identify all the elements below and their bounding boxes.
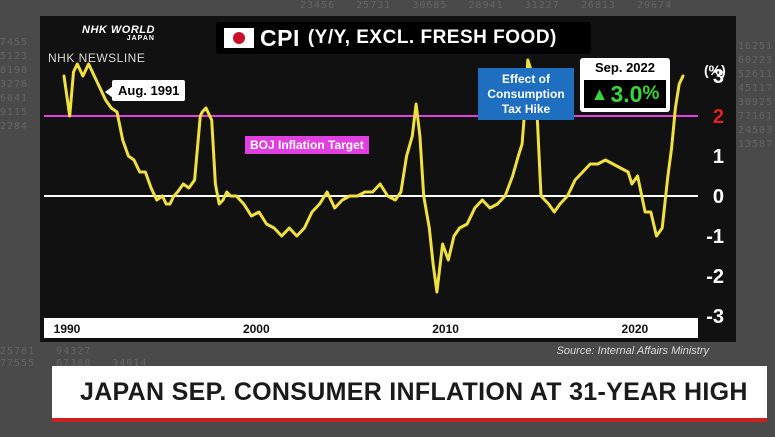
chart-subtitle: (Y/Y, EXCL. FRESH FOOD) (307, 27, 557, 48)
y-tick-label: -2 (706, 266, 724, 288)
y-tick-label: 3 (713, 66, 724, 88)
source-note: Source: Internal Affairs Ministry (556, 345, 709, 357)
sep-2022-callout: Sep. 2022 ▲ 3.0 % (580, 58, 670, 112)
background-ticker-bottom: 25781 94327 77555 67388 34014 (0, 346, 148, 369)
cpi-line-chart: 3 2 1 0 -1 -2 -3 1990 2000 2010 2020 (44, 58, 724, 338)
y-tick-label: -3 (706, 306, 724, 328)
x-tick-label: 2000 (243, 322, 270, 336)
headline-banner: JAPAN SEP. CONSUMER INFLATION AT 31-YEAR… (52, 366, 767, 422)
program-name: NHK NEWSLINE (48, 51, 146, 65)
x-tick-label: 2010 (432, 322, 459, 336)
headline-text: JAPAN SEP. CONSUMER INFLATION AT 31-YEAR… (80, 377, 748, 406)
consumption-tax-callout: Effect of Consumption Tax Hike (478, 68, 574, 120)
up-arrow-icon: ▲ (590, 83, 609, 104)
y-tick-label: 1 (713, 146, 724, 168)
series-line-0 (62, 58, 685, 294)
boj-target-label: BOJ Inflation Target (245, 136, 369, 154)
chart-title: CPI (260, 24, 300, 51)
chart-title-box: CPI (Y/Y, EXCL. FRESH FOOD) (216, 22, 591, 54)
japan-flag-icon (224, 28, 254, 48)
sep-2022-value: 3.0 (610, 80, 643, 107)
y-tick-label: 2 (713, 106, 724, 128)
x-tick-label: 1990 (54, 322, 81, 336)
sep-2022-label: Sep. 2022 (595, 60, 655, 75)
background-ticker-top: 23456 25731 30685 28941 31227 26813 2967… (300, 0, 673, 11)
nhk-world-logo: NHK WORLD JAPAN (82, 24, 155, 42)
x-axis-strip (44, 318, 698, 338)
y-axis-unit: (%) (704, 62, 726, 78)
background-ticker-left: 7455 5123 8190 3276 6041 9115 2284 (0, 37, 29, 132)
nhk-logo-text: NHK WORLD (82, 24, 155, 36)
background-ticker-right: 16251 60223 52611 45117 30925 77161 24503 13587 (738, 41, 774, 150)
y-tick-label: -1 (706, 226, 724, 248)
sep-2022-value-box: ▲ 3.0 % (584, 80, 666, 108)
x-tick-label: 2020 (622, 322, 649, 336)
nhk-logo-sub: JAPAN (126, 35, 155, 42)
aug-1991-callout: Aug. 1991 (104, 80, 186, 101)
sep-2022-unit: % (642, 83, 660, 104)
y-tick-label: 0 (713, 186, 724, 208)
chart-panel: 3 2 1 0 -1 -2 -3 1990 2000 2010 2020 (40, 16, 736, 342)
